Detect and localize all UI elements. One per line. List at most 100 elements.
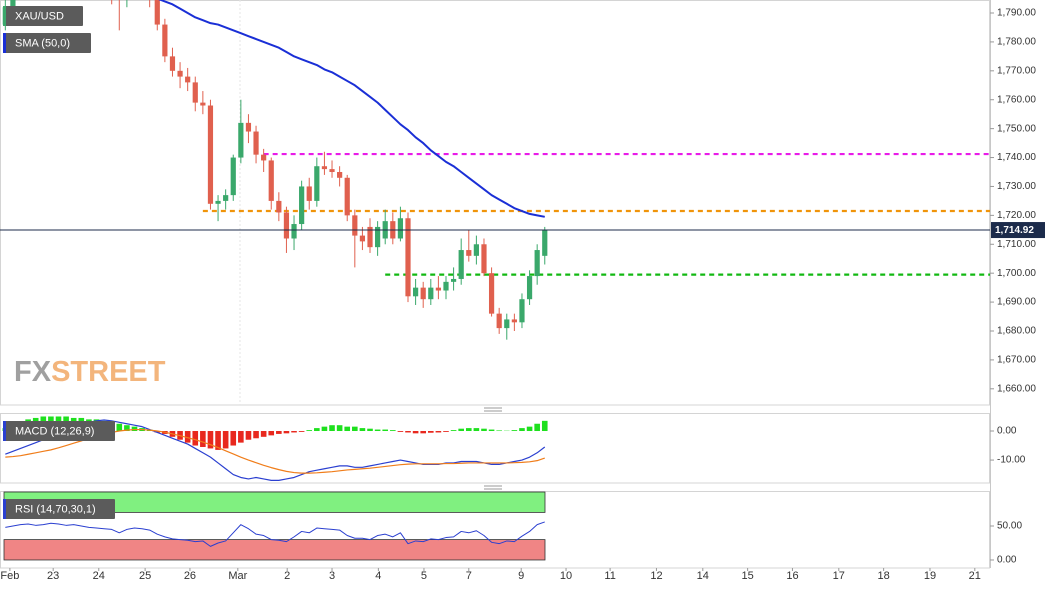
candle-body [413, 288, 418, 297]
macd-histogram-bar [223, 431, 229, 448]
macd-histogram-bar [337, 425, 343, 431]
candle-body [527, 276, 532, 299]
legend-label: SMA (50,0) [15, 37, 70, 49]
legend-entry[interactable]: RSI (14,70,30,1) [3, 499, 115, 519]
candle-body [451, 279, 456, 282]
macd-histogram-bar [291, 431, 297, 432]
x-tick-label: 10 [560, 570, 572, 582]
y-tick-label: 1,670.00 [997, 355, 1036, 366]
y-tick-label: 50.00 [997, 521, 1022, 532]
candle-body [291, 224, 296, 238]
macd-histogram-bar [489, 430, 495, 431]
macd-histogram-bar [322, 427, 328, 431]
rsi-zone [4, 540, 545, 560]
x-tick-label: 9 [518, 570, 524, 582]
y-tick-label: 1,740.00 [997, 152, 1036, 163]
x-tick-label: 18 [878, 570, 890, 582]
candle-body [443, 282, 448, 291]
candle-body [345, 178, 350, 216]
x-tick-label: 12 [650, 570, 662, 582]
candle-body [535, 250, 540, 276]
macd-histogram-bar [200, 431, 206, 447]
macd-histogram-bar [284, 431, 290, 433]
macd-histogram-bar [276, 431, 282, 434]
macd-histogram-bar [443, 431, 449, 432]
candle-body [512, 319, 517, 322]
x-tick-label: 5 [421, 570, 427, 582]
watermark: FXSTREET [14, 356, 166, 388]
y-tick-label: 1,720.00 [997, 210, 1036, 221]
y-tick-label: 1,680.00 [997, 326, 1036, 337]
y-tick-label: 0.00 [997, 426, 1017, 437]
candle-body [504, 319, 509, 328]
candle-body [497, 314, 502, 328]
x-tick-label: 3 [329, 570, 335, 582]
candle-body [208, 106, 213, 204]
candle-body [398, 218, 403, 238]
macd-histogram-bar [268, 431, 274, 435]
candle-body [360, 236, 365, 242]
candle-body [436, 288, 441, 291]
y-tick-label: 1,710.00 [997, 239, 1036, 250]
x-tick-label: 24 [93, 570, 105, 582]
y-tick-label: 1,770.00 [997, 65, 1036, 76]
candle-body [269, 160, 274, 200]
macd-histogram-bar [352, 427, 358, 431]
macd-histogram-bar [413, 431, 419, 433]
candle-body [329, 169, 334, 172]
candle-body [193, 82, 198, 102]
macd-histogram-bar [527, 427, 533, 431]
candle-body [170, 56, 175, 70]
candle-body [276, 201, 281, 213]
x-tick-label: Feb [0, 570, 19, 582]
macd-histogram-bar [329, 425, 335, 431]
macd-histogram-bar [230, 431, 236, 446]
macd-histogram-bar [405, 431, 411, 432]
macd-histogram-bar [436, 431, 442, 432]
macd-histogram-bar [428, 431, 434, 433]
legend-entry[interactable]: XAU/USD [3, 6, 83, 26]
macd-histogram-bar [253, 431, 259, 438]
macd-histogram-bar [390, 430, 396, 431]
x-tick-label: 19 [924, 570, 936, 582]
x-tick-label: 4 [375, 570, 381, 582]
candle-body [307, 186, 312, 200]
candle-body [489, 273, 494, 313]
candle-body [542, 230, 547, 256]
macd-histogram-bar [299, 431, 305, 432]
x-tick-label: 14 [697, 570, 709, 582]
macd-histogram-bar [481, 429, 487, 431]
x-tick-label: Mar [228, 570, 247, 582]
candle-body [299, 186, 304, 224]
candle-body [200, 103, 205, 106]
y-tick-label: 0.00 [997, 555, 1017, 566]
candle-body [337, 172, 342, 178]
legend-swatch [3, 6, 6, 26]
candle-body [314, 166, 319, 201]
y-tick-label: 1,750.00 [997, 123, 1036, 134]
macd-histogram-bar [116, 424, 122, 431]
macd-histogram-bar [474, 428, 480, 431]
candle-body [223, 195, 228, 201]
candle-body [253, 132, 258, 155]
macd-histogram-bar [451, 430, 457, 431]
legend-entry[interactable]: SMA (50,0) [3, 33, 91, 53]
candle-body [284, 212, 289, 238]
macd-histogram-bar [466, 428, 472, 431]
macd-histogram-bar [261, 431, 267, 437]
candle-body [155, 0, 160, 25]
legend-entry[interactable]: MACD (12,26,9) [3, 421, 115, 441]
legend-swatch [3, 33, 6, 53]
legend-swatch [3, 499, 6, 519]
x-tick-label: 17 [833, 570, 845, 582]
macd-histogram-bar [519, 428, 525, 431]
macd-histogram-bar [306, 430, 312, 431]
macd-histogram-bar [382, 430, 388, 431]
macd-histogram-bar [192, 431, 198, 446]
candle-body [352, 215, 357, 235]
y-tick-label: 1,700.00 [997, 268, 1036, 279]
y-tick-label: 1,760.00 [997, 94, 1036, 105]
y-tick-label: 1,690.00 [997, 297, 1036, 308]
candle-body [474, 244, 479, 256]
